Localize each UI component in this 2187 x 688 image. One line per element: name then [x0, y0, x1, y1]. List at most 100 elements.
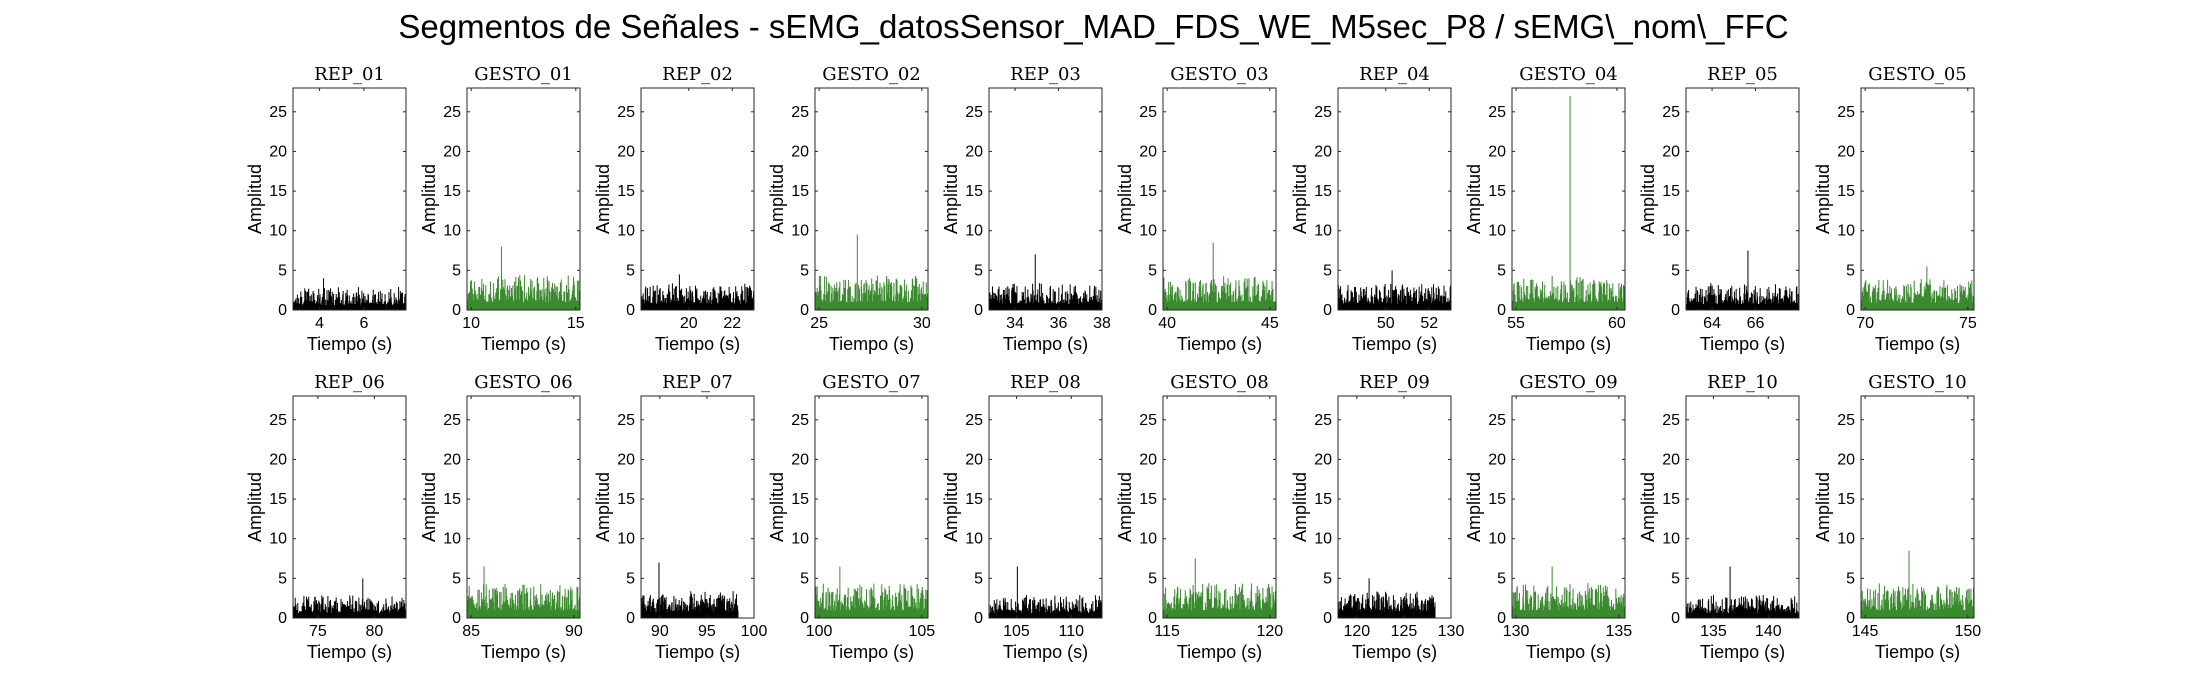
subplot-rep-07: 0 5 10 15 20 25 90 95 100 REP_07 Tiempo (s) Amplitu… [593, 372, 767, 662]
subplot-rep-02: 0 5 10 15 20 25 20 22 REP_02 Tiempo (s) Amplitud [593, 64, 755, 354]
subplot-title: GESTO_01 [474, 64, 573, 85]
subplot-rep-03: 0 5 10 15 20 25 34 36 38 REP_03 Tiempo (s) Amplitud [941, 64, 1111, 354]
y-tick-label: 25 [1314, 104, 1332, 121]
subplot-gesto-06: 0 5 10 15 20 25 85 90 GESTO_06 Tiempo (s) Amplitud [419, 372, 583, 662]
axes-box [1511, 87, 1626, 311]
y-tick-label: 10 [617, 223, 635, 240]
y-axis-label: Amplitud [1290, 472, 1310, 542]
y-tick-label: 10 [1662, 531, 1680, 548]
axes-box [988, 87, 1103, 311]
signal-baseline [293, 305, 406, 310]
subplot-title: GESTO_04 [1519, 64, 1618, 85]
plot-area [1686, 88, 1799, 310]
x-tick-label: 64 [1703, 315, 1721, 332]
subplot-rep-06: 0 5 10 15 20 25 75 80 REP_06 Tiempo (s) Amplitud [245, 372, 407, 662]
x-tick-label: 70 [1856, 315, 1874, 332]
y-tick-label: 20 [965, 143, 983, 160]
plot-area [815, 88, 928, 310]
y-tick-label: 15 [617, 183, 635, 200]
axes-box [1860, 87, 1975, 311]
x-tick-label: 75 [309, 623, 327, 640]
y-tick-label: 5 [1148, 570, 1157, 587]
axes-box [1685, 395, 1800, 619]
subplot-gesto-09: 0 5 10 15 20 25 130 135 GESTO_09 Tiempo (s) Amplit… [1464, 372, 1632, 662]
x-tick-label: 52 [1420, 315, 1438, 332]
y-tick-label: 25 [791, 412, 809, 429]
subplot-title: GESTO_02 [822, 64, 921, 85]
subplot-title: GESTO_06 [474, 372, 573, 393]
y-tick-label: 10 [269, 531, 287, 548]
subplot-title: REP_03 [1010, 64, 1081, 85]
y-tick-label: 10 [965, 223, 983, 240]
y-tick-label: 5 [1497, 262, 1506, 279]
y-axis-label: Amplitud [419, 164, 439, 234]
y-tick-label: 20 [1662, 451, 1680, 468]
plot-area [989, 396, 1102, 618]
y-tick-label: 0 [1148, 610, 1157, 627]
y-axis-label: Amplitud [941, 472, 961, 542]
plot-area [1512, 396, 1625, 618]
y-tick-label: 15 [1139, 491, 1157, 508]
y-tick-label: 15 [1314, 491, 1332, 508]
y-tick-label: 25 [1139, 104, 1157, 121]
signal-baseline [1512, 610, 1625, 618]
y-tick-label: 15 [1662, 491, 1680, 508]
y-tick-label: 5 [1148, 262, 1157, 279]
y-axis-label: Amplitud [245, 472, 265, 542]
subplot-rep-09: 0 5 10 15 20 25 120 125 130 REP_09 Tiempo (s) Ampli… [1290, 372, 1464, 662]
plot-area [293, 396, 406, 618]
y-tick-label: 25 [1488, 104, 1506, 121]
subplot-gesto-05: 0 5 10 15 20 25 70 75 GESTO_05 Tiempo (s) Amplitud [1813, 64, 1977, 354]
x-tick-label: 105 [908, 623, 935, 640]
x-tick-label: 38 [1093, 315, 1111, 332]
plot-area [1163, 88, 1276, 310]
x-tick-label: 135 [1700, 623, 1727, 640]
x-tick-label: 4 [315, 315, 324, 332]
y-tick-label: 0 [1671, 302, 1680, 319]
y-tick-label: 5 [1846, 262, 1855, 279]
plot-area [989, 88, 1102, 310]
signal-baseline [1512, 302, 1625, 310]
x-tick-label: 25 [810, 315, 828, 332]
y-tick-label: 0 [1148, 302, 1157, 319]
y-tick-label: 0 [1846, 610, 1855, 627]
signal-baseline [989, 613, 1102, 618]
x-axis-label: Tiempo (s) [1177, 334, 1262, 354]
y-tick-label: 20 [791, 143, 809, 160]
y-tick-label: 15 [443, 491, 461, 508]
axes-box [988, 395, 1103, 619]
y-tick-label: 15 [1837, 491, 1855, 508]
y-tick-label: 15 [1314, 183, 1332, 200]
axes-box [1685, 87, 1800, 311]
subplot-title: REP_10 [1707, 372, 1778, 393]
signal-baseline [1338, 304, 1451, 310]
y-tick-label: 0 [800, 610, 809, 627]
x-axis-label: Tiempo (s) [655, 334, 740, 354]
axes-box [292, 395, 407, 619]
y-tick-label: 20 [1314, 143, 1332, 160]
signal-baseline [1861, 303, 1974, 310]
y-tick-label: 10 [1837, 531, 1855, 548]
subplot-gesto-03: 0 5 10 15 20 25 40 45 GESTO_03 Tiempo (s) Amplitud [1115, 64, 1279, 354]
y-tick-label: 15 [965, 183, 983, 200]
y-tick-label: 5 [1671, 262, 1680, 279]
plot-area [467, 88, 580, 310]
subplot-rep-04: 0 5 10 15 20 25 50 52 REP_04 Tiempo (s) Amplitud [1290, 64, 1452, 354]
x-axis-label: Tiempo (s) [1003, 334, 1088, 354]
x-axis-label: Tiempo (s) [1352, 334, 1437, 354]
y-tick-label: 20 [965, 451, 983, 468]
y-tick-label: 0 [974, 302, 983, 319]
x-axis-label: Tiempo (s) [1700, 334, 1785, 354]
signal-baseline [815, 302, 928, 310]
y-tick-label: 20 [1488, 451, 1506, 468]
y-axis-label: Amplitud [593, 164, 613, 234]
y-tick-label: 0 [974, 610, 983, 627]
axes-box [466, 395, 581, 619]
y-tick-label: 20 [1837, 451, 1855, 468]
y-tick-label: 25 [617, 104, 635, 121]
subplot-title: GESTO_09 [1519, 372, 1618, 393]
y-tick-label: 5 [1671, 570, 1680, 587]
x-tick-label: 6 [359, 315, 368, 332]
y-tick-label: 0 [278, 610, 287, 627]
